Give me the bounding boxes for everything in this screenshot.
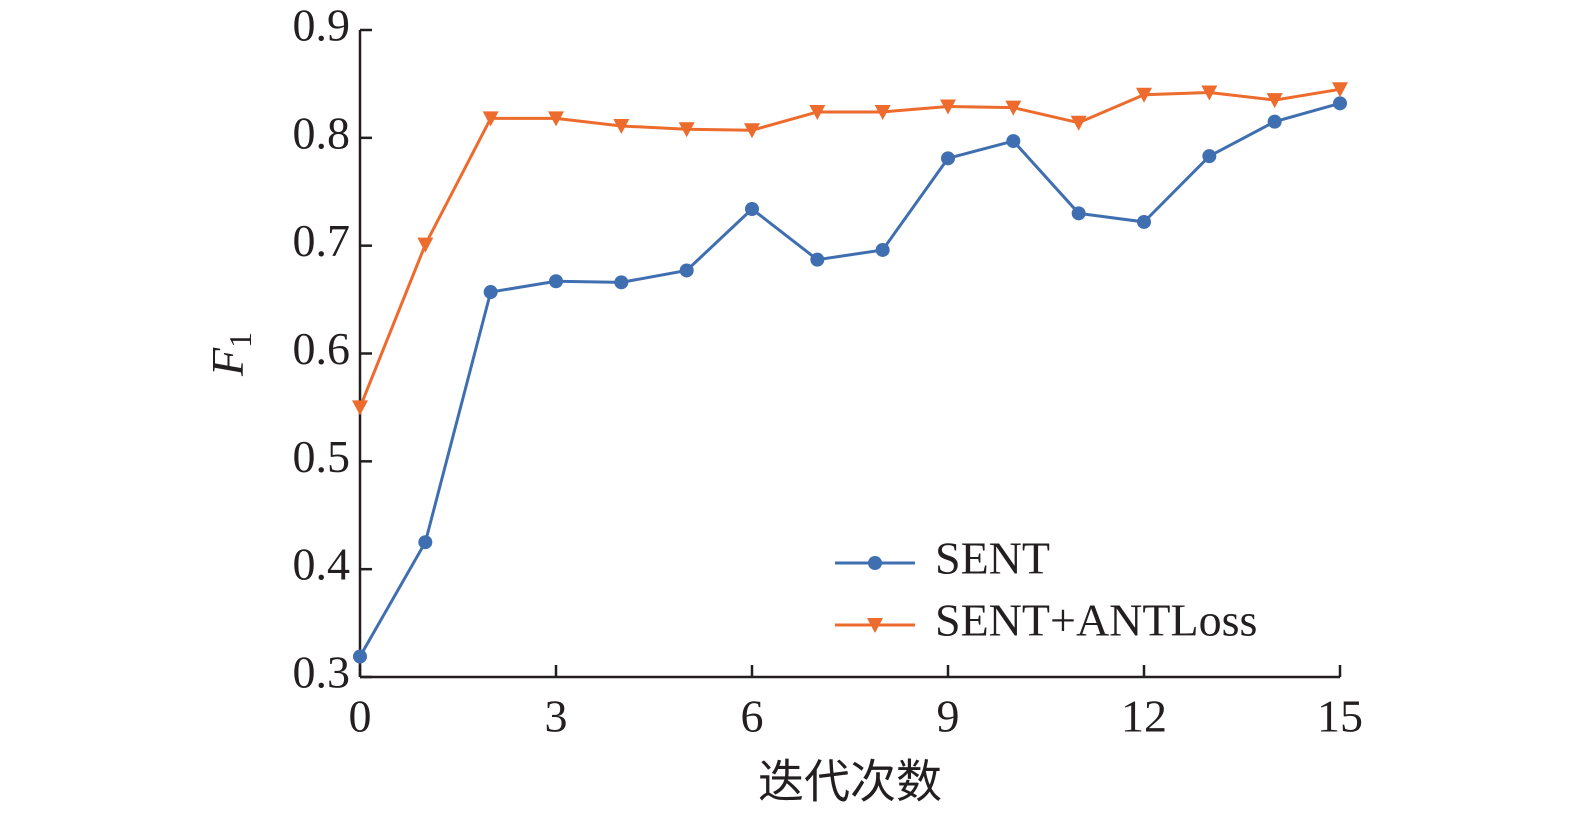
data-point xyxy=(941,151,955,166)
y-tick-label: 0.6 xyxy=(293,323,351,374)
data-point xyxy=(874,104,891,120)
data-point xyxy=(679,263,694,278)
data-point xyxy=(810,252,825,267)
legend-label: SENT+ANTLoss xyxy=(935,595,1257,646)
y-tick-label: 0.3 xyxy=(293,647,351,698)
y-axis-label: F1 xyxy=(202,332,259,377)
y-tick-label: 0.4 xyxy=(293,539,351,590)
data-point xyxy=(1070,115,1087,131)
data-point xyxy=(1202,149,1217,164)
data-point xyxy=(678,122,695,138)
data-point xyxy=(1332,82,1348,98)
data-point xyxy=(548,111,564,127)
y-tick-label: 0.9 xyxy=(293,0,351,51)
data-point xyxy=(418,535,433,550)
legend-marker xyxy=(868,556,882,570)
data-point xyxy=(1267,114,1282,129)
data-point xyxy=(482,111,499,127)
x-axis-label: 迭代次数 xyxy=(758,757,942,808)
x-tick-label: 6 xyxy=(741,691,764,742)
series-line xyxy=(358,101,1341,658)
data-point xyxy=(352,400,368,416)
legend-marker xyxy=(867,618,883,633)
y-axis-label-main: F xyxy=(202,347,253,377)
data-point xyxy=(744,123,760,139)
data-point xyxy=(745,202,759,217)
data-point xyxy=(1333,96,1347,111)
data-point xyxy=(940,99,956,115)
series-line xyxy=(358,87,1341,408)
x-tick-label: 0 xyxy=(349,691,372,742)
data-point xyxy=(614,275,629,290)
data-point xyxy=(1071,206,1086,221)
y-tick-label: 0.5 xyxy=(293,431,351,482)
data-point xyxy=(483,285,498,300)
y-tick-label: 0.7 xyxy=(293,215,351,266)
x-tick-label: 9 xyxy=(937,691,960,742)
y-axis-label-subscript: 1 xyxy=(222,332,258,348)
x-tick-label: 3 xyxy=(545,691,568,742)
data-point xyxy=(613,118,630,134)
data-point xyxy=(1137,214,1151,229)
data-point xyxy=(809,104,826,120)
data-point xyxy=(875,242,890,257)
data-point xyxy=(1006,134,1021,149)
y-tick-label: 0.8 xyxy=(293,107,351,158)
data-point xyxy=(1136,87,1152,103)
data-point xyxy=(1266,93,1283,109)
data-point xyxy=(417,237,434,253)
legend-label: SENT xyxy=(935,533,1050,584)
x-tick-label: 12 xyxy=(1121,691,1167,742)
data-point xyxy=(1005,100,1022,116)
x-tick-label: 15 xyxy=(1317,691,1363,742)
data-point xyxy=(1201,85,1218,101)
data-point xyxy=(353,649,367,664)
data-point xyxy=(549,274,563,289)
